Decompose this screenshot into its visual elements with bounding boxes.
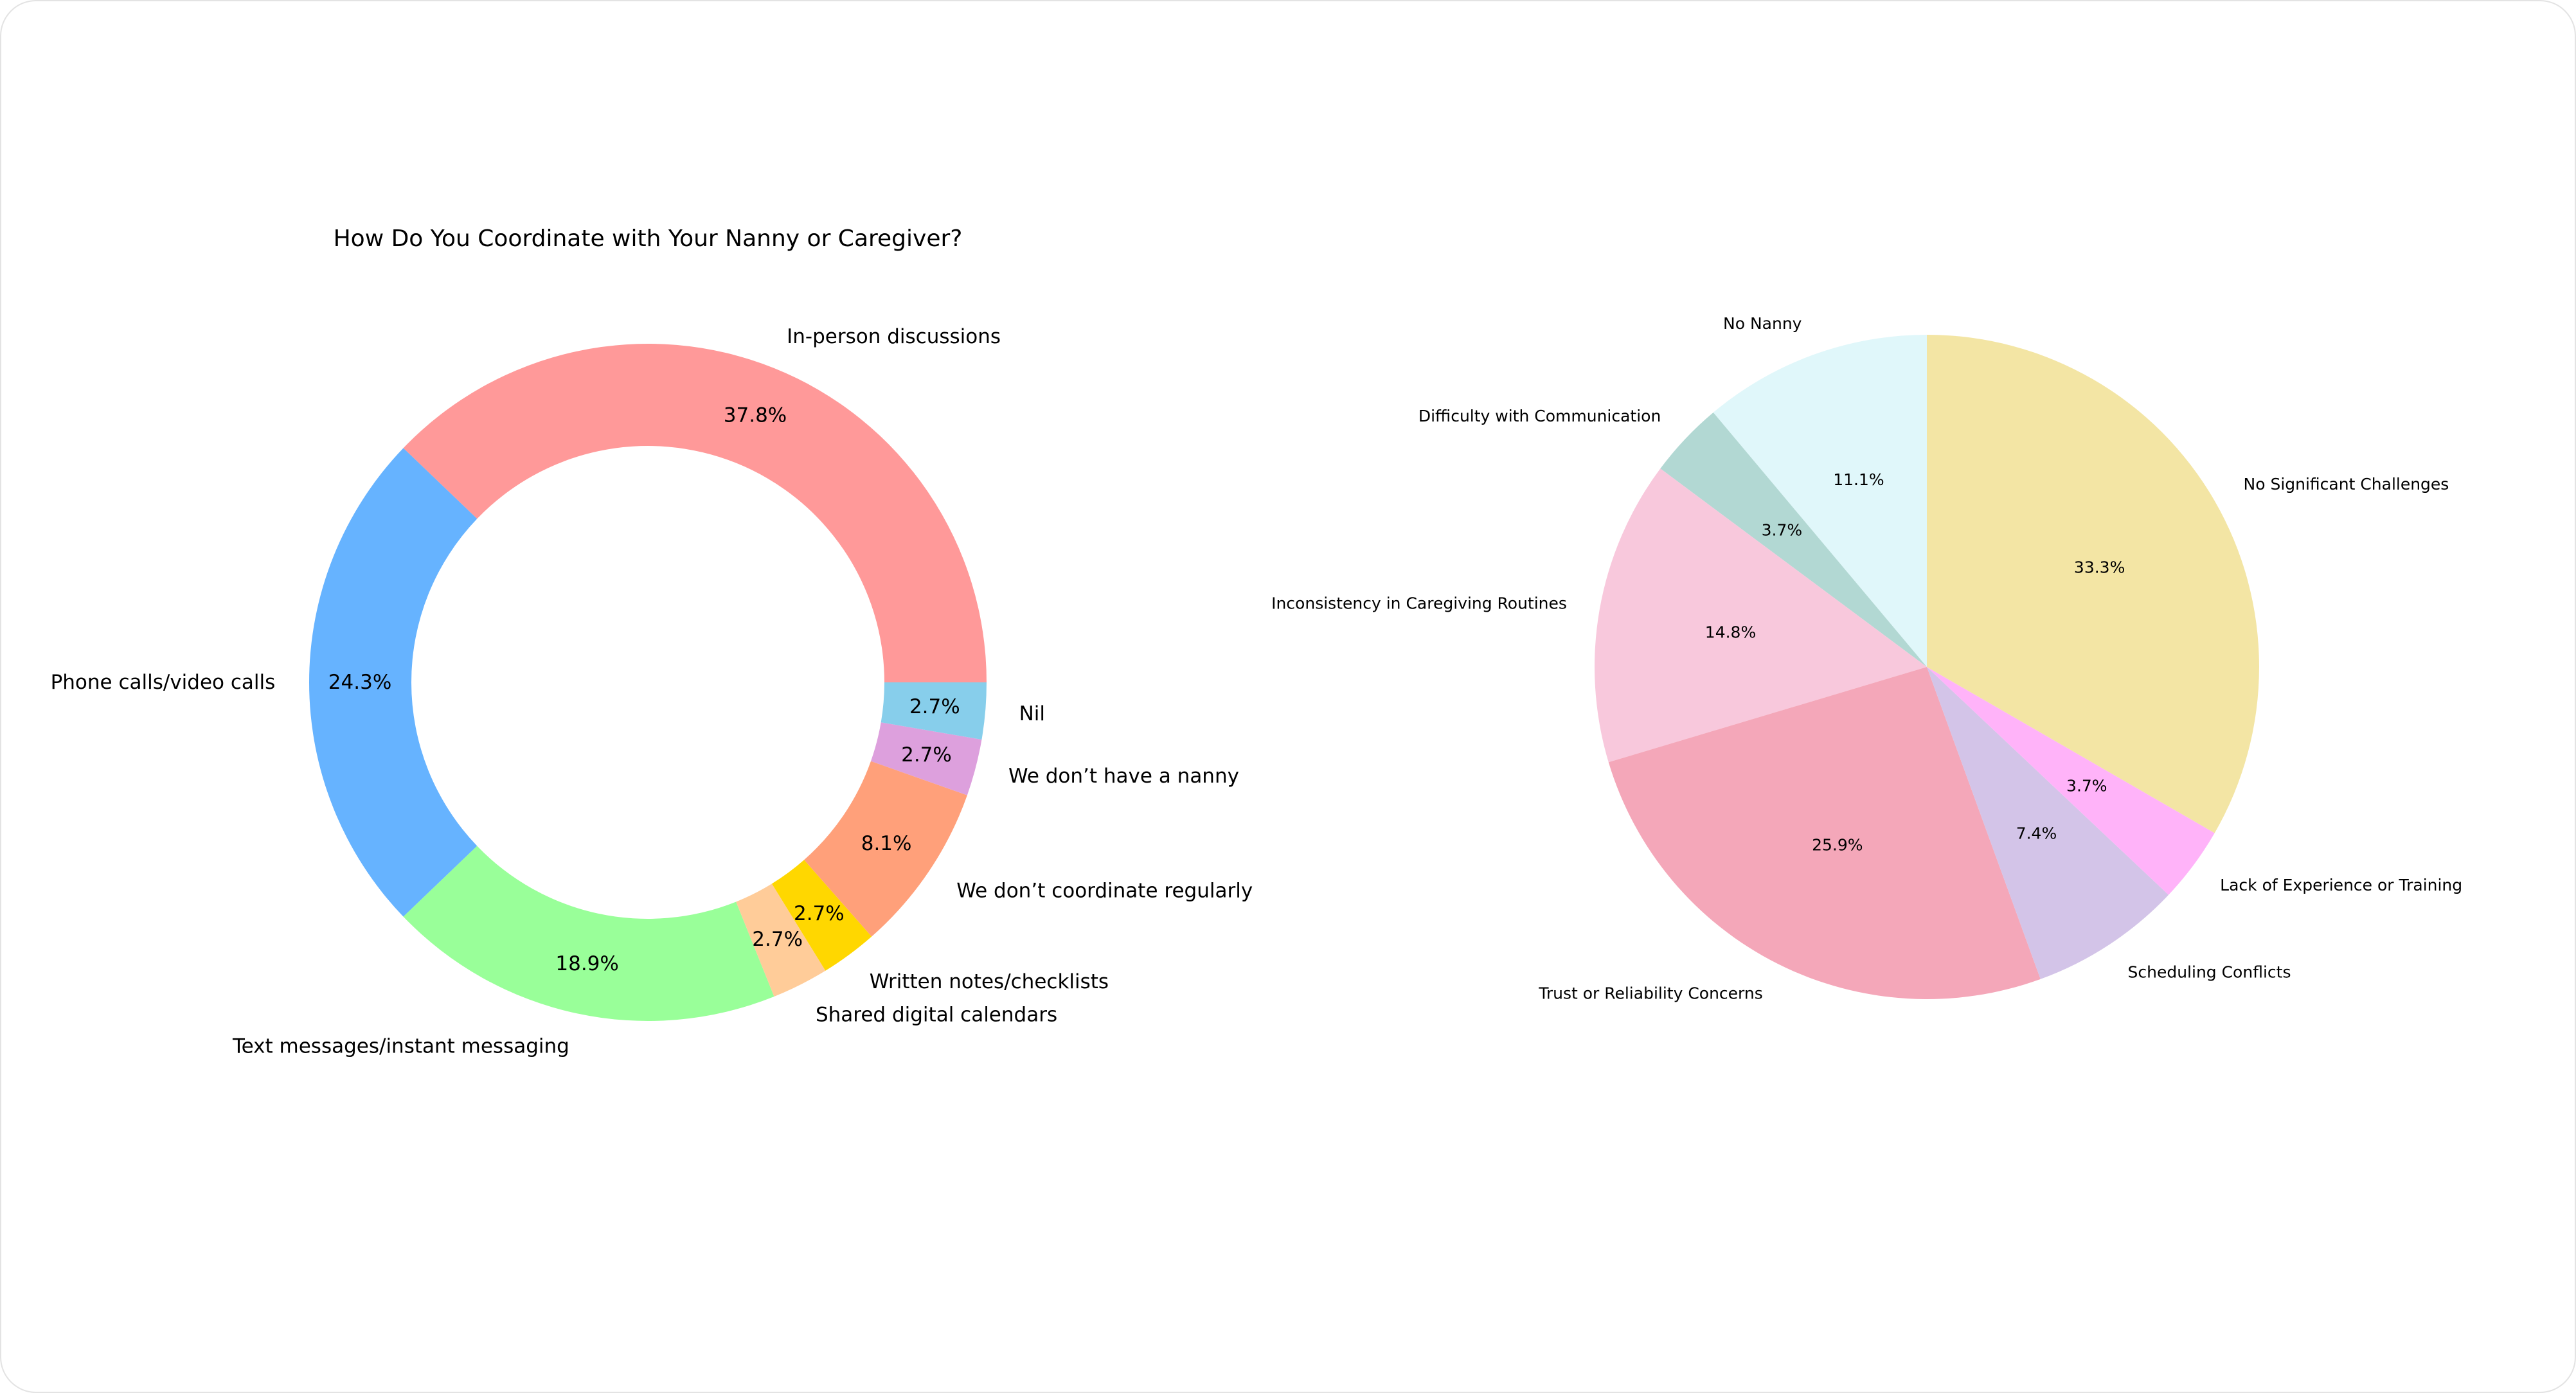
donut-slice-we-don-t-have-a-nanny xyxy=(870,722,982,795)
donut-percent-label-in-person-discussions: 37.8% xyxy=(724,404,787,427)
pie-slice-trust-or-reliability-concerns xyxy=(1608,667,2041,999)
donut-category-label-text-messages-instant-messaging: Text messages/instant messaging xyxy=(232,1035,569,1058)
pie-slice-no-significant-challenges xyxy=(1927,335,2259,833)
donut-slice-written-notes-checklists xyxy=(771,860,872,971)
pie-category-label-no-significant-challenges: No Significant Challenges xyxy=(2244,475,2449,493)
donut-slice-shared-digital-calendars xyxy=(736,883,826,997)
donut-percent-label-text-messages-instant-messaging: 18.9% xyxy=(555,952,618,975)
donut-percent-label-we-don-t-coordinate-regularly: 8.1% xyxy=(861,832,912,855)
donut-slice-text-messages-instant-messaging xyxy=(403,846,774,1021)
donut-chart-title: How Do You Coordinate with Your Nanny or… xyxy=(334,226,963,252)
donut-category-label-we-don-t-have-a-nanny: We don’t have a nanny xyxy=(1008,765,1239,788)
donut-slice-phone-calls-video-calls xyxy=(309,448,478,917)
pie-percent-label-no-significant-challenges: 33.3% xyxy=(2074,558,2125,576)
pie-category-label-lack-of-experience-or-training: Lack of Experience or Training xyxy=(2220,876,2462,894)
pie-percent-label-trust-or-reliability-concerns: 25.9% xyxy=(1812,836,1863,855)
donut-category-label-we-don-t-coordinate-regularly: We don’t coordinate regularly xyxy=(956,880,1253,903)
donut-slice-nil xyxy=(881,682,987,740)
donut-category-label-phone-calls-video-calls: Phone calls/video calls xyxy=(51,671,276,694)
pie-slice-scheduling-conflicts xyxy=(1927,667,2169,979)
donut-slice-we-don-t-coordinate-regularly xyxy=(804,761,967,937)
pie-percent-label-scheduling-conflicts: 7.4% xyxy=(2016,824,2057,843)
donut-percent-label-written-notes-checklists: 2.7% xyxy=(794,902,845,925)
pie-percent-label-no-nanny: 11.1% xyxy=(1833,470,1884,489)
donut-slice-in-person-discussions xyxy=(403,343,987,682)
pie-chart: 11.1% No Nanny 3.7% Difficulty with Communi… xyxy=(1271,314,2462,1003)
donut-category-label-shared-digital-calendars: Shared digital calendars xyxy=(816,1004,1057,1027)
pie-percent-label-difficulty-with-communication: 3.7% xyxy=(1762,521,1803,540)
donut-percent-label-phone-calls-video-calls: 24.3% xyxy=(328,671,391,694)
donut-category-label-nil: Nil xyxy=(1019,702,1045,725)
pie-percent-label-lack-of-experience-or-training: 3.7% xyxy=(2066,777,2107,795)
pie-category-label-no-nanny: No Nanny xyxy=(1723,314,1802,333)
pie-slice-no-nanny xyxy=(1713,335,1927,667)
pie-category-label-trust-or-reliability-concerns: Trust or Reliability Concerns xyxy=(1538,984,1763,1003)
pie-percent-label-inconsistency-in-caregiving-routines: 14.8% xyxy=(1705,623,1756,642)
pie-slice-difficulty-with-communication xyxy=(1660,412,1927,667)
pie-category-label-scheduling-conflicts: Scheduling Conflicts xyxy=(2128,963,2291,982)
pie-slice-inconsistency-in-caregiving-routines xyxy=(1595,468,1927,763)
donut-percent-label-nil: 2.7% xyxy=(909,695,960,718)
donut-category-label-in-person-discussions: In-person discussions xyxy=(787,325,1001,348)
donut-chart: 37.8% In-person discussions 24.3% Phone cal… xyxy=(51,325,1253,1058)
donut-percent-label-shared-digital-calendars: 2.7% xyxy=(752,928,803,951)
donut-percent-label-we-don-t-have-a-nanny: 2.7% xyxy=(901,743,952,767)
pie-category-label-inconsistency-in-caregiving-routines: Inconsistency in Caregiving Routines xyxy=(1271,594,1567,613)
pie-slice-lack-of-experience-or-training xyxy=(1927,667,2215,895)
donut-category-label-written-notes-checklists: Written notes/checklists xyxy=(870,970,1109,993)
pie-category-label-difficulty-with-communication: Difficulty with Communication xyxy=(1418,407,1661,425)
